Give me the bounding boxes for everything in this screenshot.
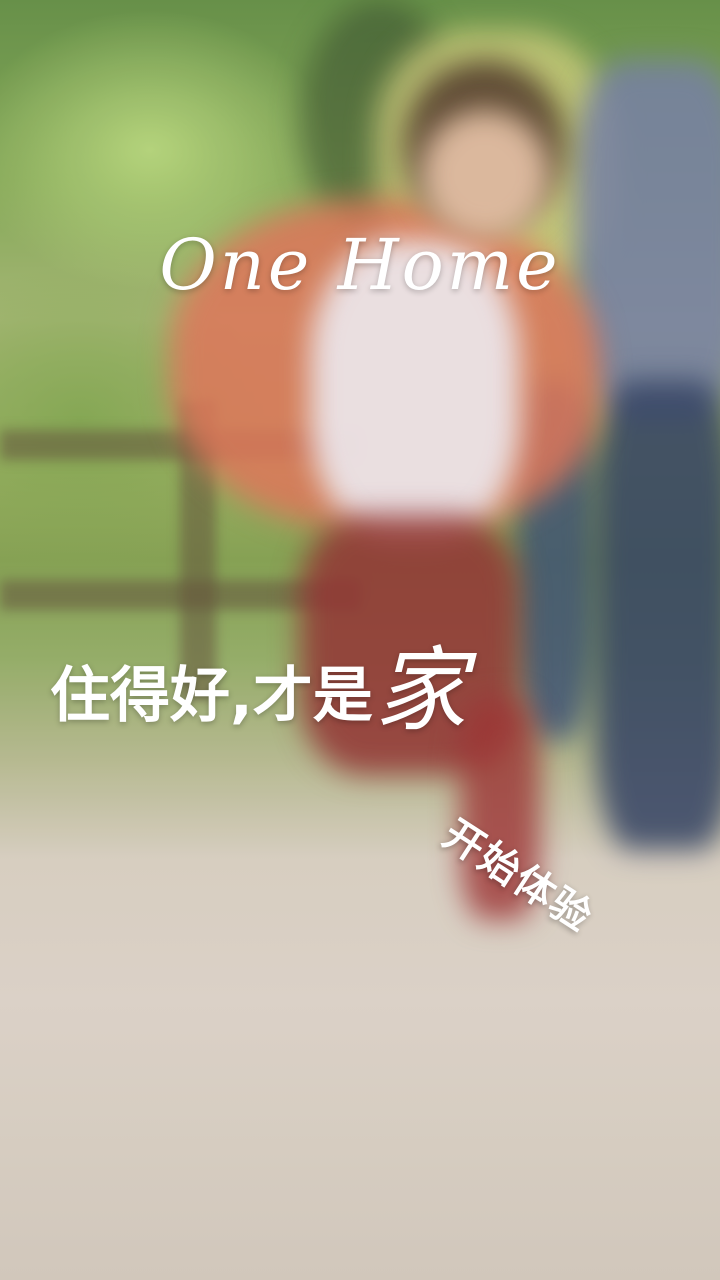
slogan-accent: 家	[374, 636, 467, 744]
slogan-text: 住得好,才是	[50, 660, 373, 731]
slogan: 住得好,才是家	[50, 637, 467, 744]
brand-title: One Home	[159, 224, 561, 306]
